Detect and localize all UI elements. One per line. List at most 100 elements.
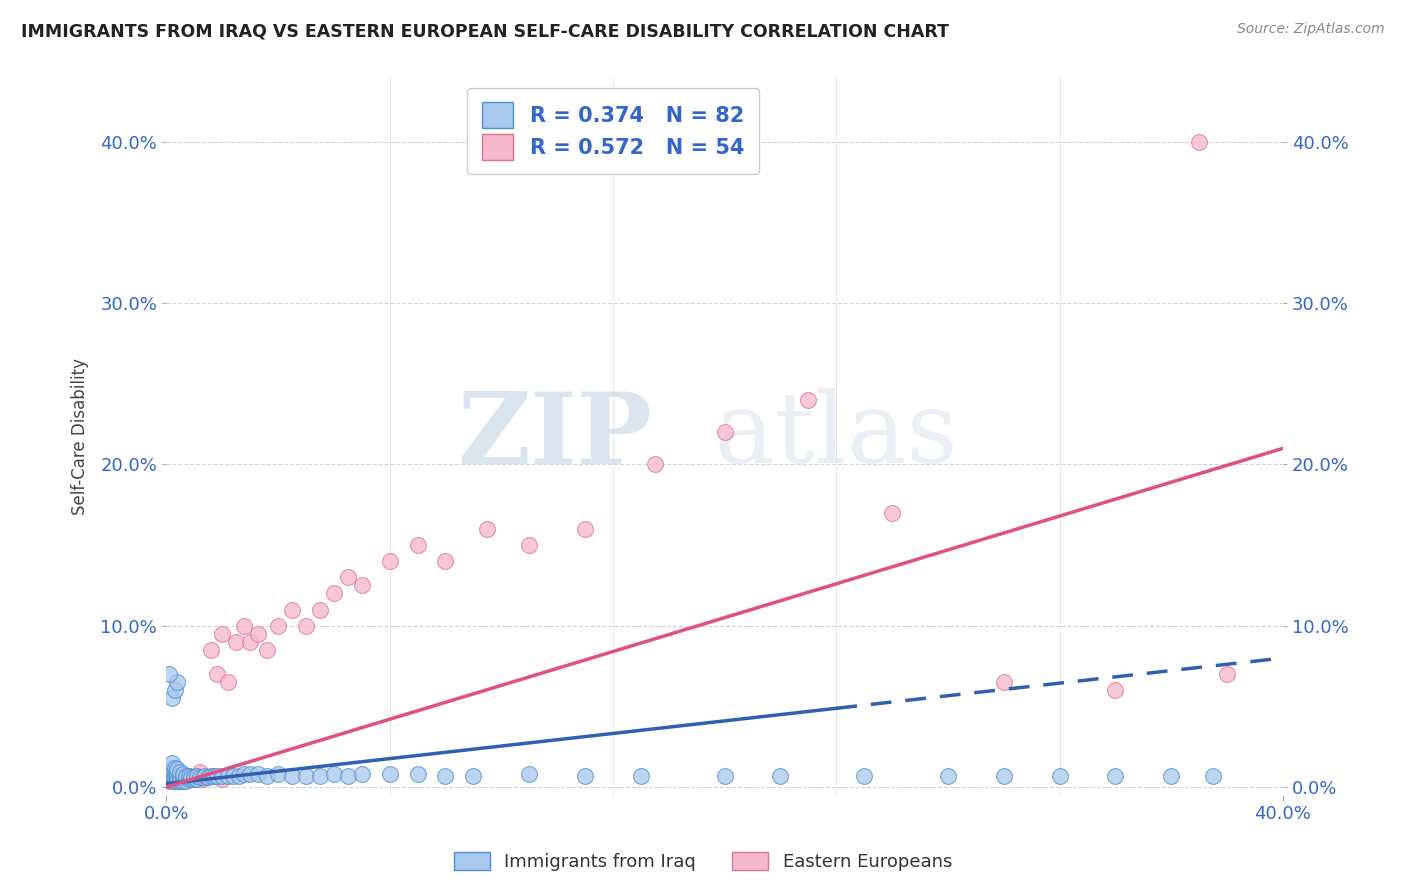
Point [644,458,666,472]
Point [172,773,194,788]
Point [157,667,180,681]
Point [434,554,457,568]
Point [180,772,202,786]
Point [463,769,485,783]
Point [378,554,401,568]
Point [1216,667,1239,681]
Point [191,772,214,786]
Point [477,522,499,536]
Point [174,769,197,783]
Point [1104,769,1126,783]
Point [211,769,233,783]
Point [186,769,208,783]
Point [225,635,247,649]
Point [169,765,191,780]
Point [163,773,186,788]
Point [177,772,200,786]
Point [163,770,186,784]
Point [295,618,318,632]
Point [163,764,186,778]
Point [350,578,373,592]
Point [247,627,270,641]
Point [378,767,401,781]
Point [322,586,344,600]
Point [169,772,191,786]
Point [160,756,183,770]
Point [186,769,208,783]
Point [1202,769,1225,783]
Point [160,691,183,706]
Point [228,769,250,783]
Point [163,767,186,781]
Point [434,769,457,783]
Point [993,675,1015,690]
Point [1188,135,1211,149]
Point [177,769,200,783]
Point [239,767,262,781]
Point [853,769,876,783]
Point [267,618,290,632]
Point [517,767,540,781]
Point [350,767,373,781]
Point [205,769,228,783]
Text: IMMIGRANTS FROM IRAQ VS EASTERN EUROPEAN SELF-CARE DISABILITY CORRELATION CHART: IMMIGRANTS FROM IRAQ VS EASTERN EUROPEAN… [21,22,949,40]
Point [160,770,183,784]
Point [157,772,180,786]
Point [217,769,239,783]
Point [713,769,735,783]
Point [200,643,222,657]
Point [157,773,180,788]
Point [1049,769,1071,783]
Point [188,765,211,780]
Point [157,764,180,778]
Point [157,767,180,781]
Point [239,635,262,649]
Point [172,773,194,788]
Point [166,773,188,788]
Text: Source: ZipAtlas.com: Source: ZipAtlas.com [1237,22,1385,37]
Point [574,769,596,783]
Point [163,683,186,698]
Point [157,767,180,781]
Y-axis label: Self-Care Disability: Self-Care Disability [72,358,89,515]
Point [993,769,1015,783]
Point [713,425,735,440]
Point [217,675,239,690]
Point [166,765,188,780]
Point [180,770,202,784]
Point [197,770,219,784]
Point [517,538,540,552]
Point [194,769,217,783]
Point [211,772,233,786]
Point [322,767,344,781]
Point [166,675,188,690]
Point [281,602,304,616]
Point [169,769,191,783]
Point [160,772,183,786]
Text: atlas: atlas [714,388,957,484]
Point [174,770,197,784]
Point [267,767,290,781]
Point [169,770,191,784]
Point [166,762,188,776]
Point [183,772,205,786]
Point [233,767,256,781]
Point [163,770,186,784]
Point [769,769,792,783]
Point [880,506,903,520]
Point [166,772,188,786]
Point [183,772,205,786]
Point [163,761,186,775]
Point [295,769,318,783]
Point [191,770,214,784]
Point [166,773,188,788]
Point [160,773,183,788]
Point [166,769,188,783]
Point [177,769,200,783]
Point [172,770,194,784]
Point [169,773,191,788]
Point [174,773,197,788]
Point [157,769,180,783]
Point [172,767,194,781]
Point [183,772,205,786]
